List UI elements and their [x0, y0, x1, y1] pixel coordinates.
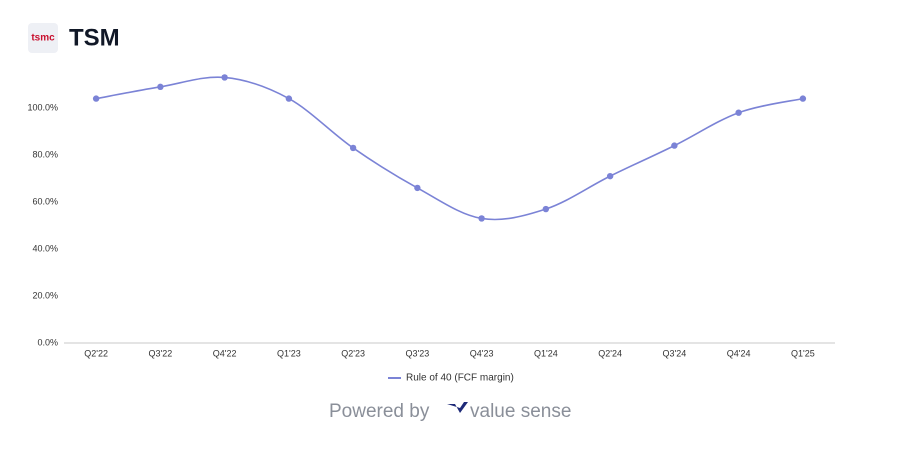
ticker: TSM — [69, 24, 120, 51]
x-tick-label: Q1'23 — [277, 348, 301, 358]
point — [414, 184, 421, 192]
legend-label: Rule of 40 (FCF margin) — [406, 373, 514, 384]
x-tick-label: Q3'22 — [149, 348, 173, 358]
x-tick-label: Q3'23 — [406, 348, 430, 358]
point — [221, 74, 228, 81]
line — [95, 76, 804, 221]
x-tick-label: Q2'24 — [598, 348, 622, 358]
plot: 0.0% 20.0% 40.0% 60.0% 80.0% 100.0% Q2'22 Q3'22… — [27, 74, 815, 358]
y-tick-label: 40.0% — [32, 243, 58, 253]
y-tick-label: 60.0% — [32, 196, 58, 206]
point — [478, 215, 485, 222]
y-tick-label: 20.0% — [32, 290, 58, 300]
x-tick-label: Q1'24 — [534, 348, 558, 358]
powered-by: Powered by — [329, 401, 430, 422]
x-tick-label: Q2'22 — [84, 348, 108, 358]
x-tick-label: Q4'24 — [727, 348, 751, 358]
y-tick-label: 100.0% — [27, 102, 58, 112]
logo — [28, 23, 58, 53]
brand-logo — [447, 402, 468, 413]
point — [606, 172, 614, 180]
x-tick-label: Q2'23 — [341, 348, 365, 358]
brand: value sense — [470, 401, 571, 422]
point — [542, 205, 550, 213]
point — [671, 142, 678, 149]
point — [92, 95, 100, 102]
x-tick-label: Q3'24 — [663, 348, 687, 358]
point — [349, 144, 357, 152]
point — [735, 109, 742, 116]
x-tick-label: Q4'22 — [213, 348, 237, 358]
x-tick-label: Q1'25 — [791, 348, 815, 358]
y-tick-label: 0.0% — [37, 337, 58, 347]
logo-text: tsmc — [31, 33, 55, 44]
point — [799, 95, 807, 102]
point — [157, 83, 164, 91]
x-tick-label: Q4'23 — [470, 348, 494, 358]
y-tick-label: 80.0% — [32, 149, 58, 159]
point — [285, 95, 293, 102]
